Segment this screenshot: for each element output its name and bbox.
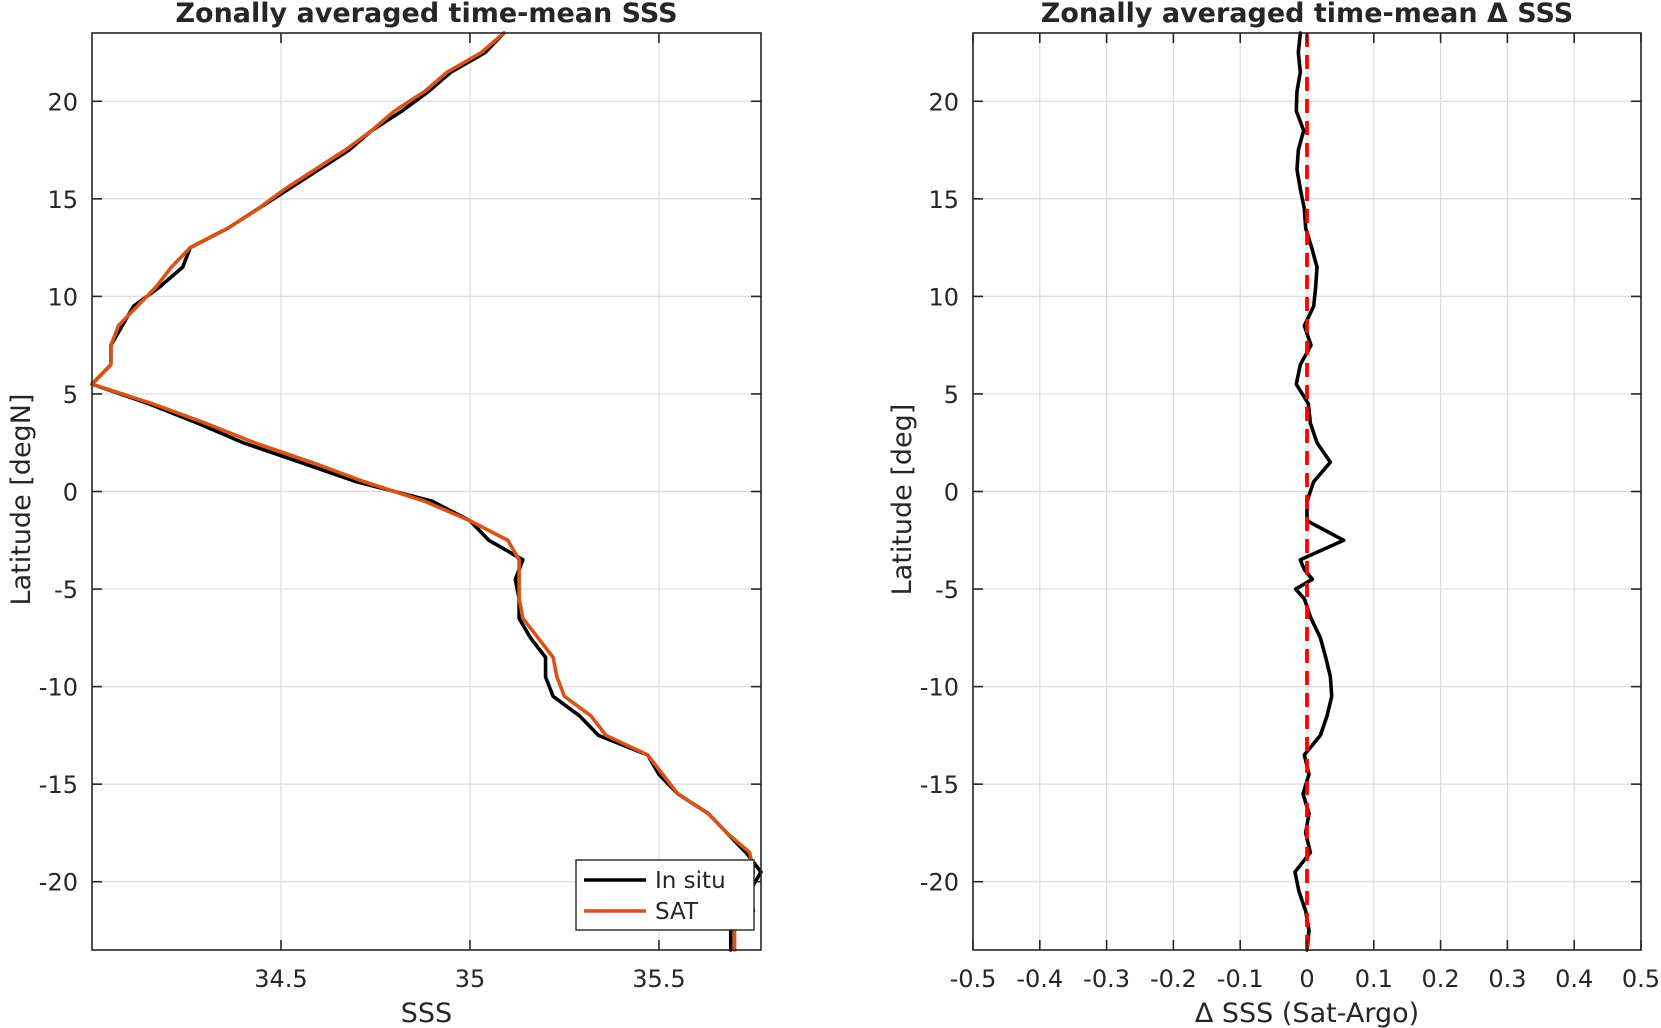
y-tick-label: -20 bbox=[920, 869, 959, 897]
y-axis-label: Latitude [degN] bbox=[6, 394, 37, 606]
x-tick-label: 0.3 bbox=[1488, 965, 1526, 993]
chart-title: Zonally averaged time-mean SSS bbox=[175, 0, 677, 29]
x-tick-label: -0.3 bbox=[1083, 965, 1130, 993]
x-tick-label: 35.5 bbox=[632, 965, 685, 993]
y-tick-label: 0 bbox=[944, 479, 959, 507]
legend-box bbox=[575, 859, 755, 931]
y-tick-label: -10 bbox=[920, 674, 959, 702]
x-tick-label: -0.1 bbox=[1217, 965, 1264, 993]
y-tick-label: 10 bbox=[47, 283, 78, 311]
y-tick-label: 20 bbox=[928, 88, 959, 116]
y-tick-label: 15 bbox=[928, 186, 959, 214]
x-axis-label: SSS bbox=[401, 998, 452, 1028]
delta-sss-panel: -0.5 -0.4 -0.3 -0.2 -0.1 0 0.1 0.2 0.3 0.4 0.5 -20 -… bbox=[887, 0, 1660, 1028]
chart-title: Zonally averaged time-mean Δ SSS bbox=[1041, 0, 1573, 29]
y-tick-label: -5 bbox=[54, 576, 78, 604]
x-tick-label: -0.5 bbox=[950, 965, 997, 993]
x-tick-label: -0.2 bbox=[1150, 965, 1197, 993]
x-tick-label: 0.1 bbox=[1355, 965, 1393, 993]
y-tick-label: -15 bbox=[920, 771, 959, 799]
series-line-sat bbox=[90, 31, 756, 952]
legend-label: In situ bbox=[655, 868, 726, 894]
y-tick-label: 5 bbox=[63, 381, 78, 409]
y-tick-label: -5 bbox=[935, 576, 959, 604]
x-tick-label: 0.4 bbox=[1555, 965, 1593, 993]
y-tick-label: 20 bbox=[47, 88, 78, 116]
x-tick-label: -0.4 bbox=[1016, 965, 1063, 993]
sss-panel: 34.5 35 35.5 -20 -15 -10 -5 0 5 10 15 20 Zonally ave… bbox=[6, 0, 763, 1028]
y-tick-label: 15 bbox=[47, 186, 78, 214]
x-axis-label: Δ SSS (Sat-Argo) bbox=[1195, 998, 1419, 1028]
series-line-delta-sss bbox=[1293, 31, 1346, 952]
x-tick-label: 35 bbox=[455, 965, 486, 993]
y-axis-label: Latitude [deg] bbox=[887, 404, 918, 596]
legend-label: SAT bbox=[655, 899, 699, 925]
x-tick-label: 34.5 bbox=[254, 965, 307, 993]
legend: In situ SAT bbox=[575, 859, 755, 931]
x-tick-label: 0.2 bbox=[1422, 965, 1460, 993]
x-tick-label: 0.5 bbox=[1622, 965, 1660, 993]
y-tick-label: 0 bbox=[63, 479, 78, 507]
x-tick-label: 0 bbox=[1299, 965, 1314, 993]
y-tick-label: -20 bbox=[39, 869, 78, 897]
y-tick-label: 10 bbox=[928, 283, 959, 311]
y-tick-label: -15 bbox=[39, 771, 78, 799]
grid-lines bbox=[92, 33, 761, 950]
y-tick-label: 5 bbox=[944, 381, 959, 409]
y-tick-label: -10 bbox=[39, 674, 78, 702]
